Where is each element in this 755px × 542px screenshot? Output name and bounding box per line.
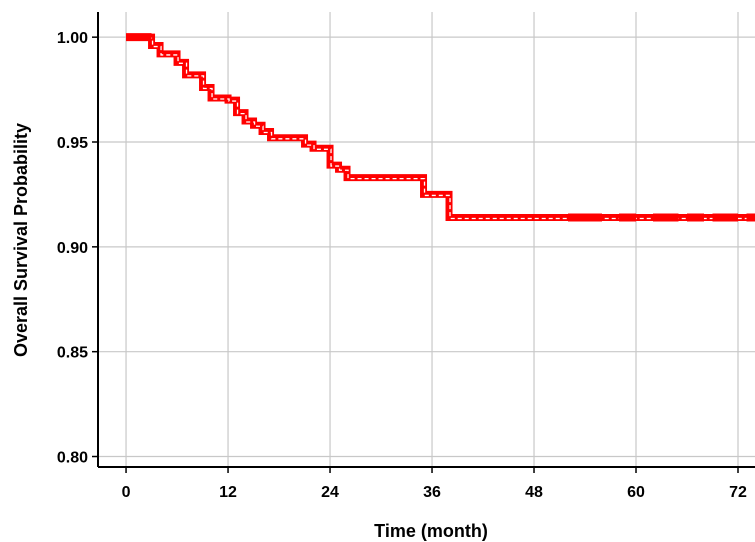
x-tick-label: 12 xyxy=(219,484,237,501)
y-tick-label: 0.90 xyxy=(57,240,88,257)
survival-step-line xyxy=(126,33,755,221)
grid-lines xyxy=(98,12,755,467)
axes xyxy=(97,12,755,468)
survival-curve xyxy=(126,33,755,222)
y-axis-title: Overall Survival Probability xyxy=(11,123,31,357)
x-axis-title: Time (month) xyxy=(374,521,488,541)
confidence-band-dash xyxy=(127,37,755,220)
x-tick-label: 72 xyxy=(729,484,747,501)
x-tick-label: 36 xyxy=(423,484,441,501)
y-tick-label: 0.80 xyxy=(57,450,88,467)
x-tick-label: 0 xyxy=(122,484,131,501)
x-tick-label: 48 xyxy=(525,484,543,501)
y-tick-label: 1.00 xyxy=(57,30,88,47)
tick-labels: 0 12 24 36 48 60 72 0.80 0.85 0.90 0.95 1.00 xyxy=(57,30,747,501)
x-tick-label: 24 xyxy=(321,484,339,501)
y-tick-label: 0.85 xyxy=(57,345,88,362)
x-tick-label: 60 xyxy=(627,484,645,501)
y-tick-label: 0.95 xyxy=(57,135,88,152)
